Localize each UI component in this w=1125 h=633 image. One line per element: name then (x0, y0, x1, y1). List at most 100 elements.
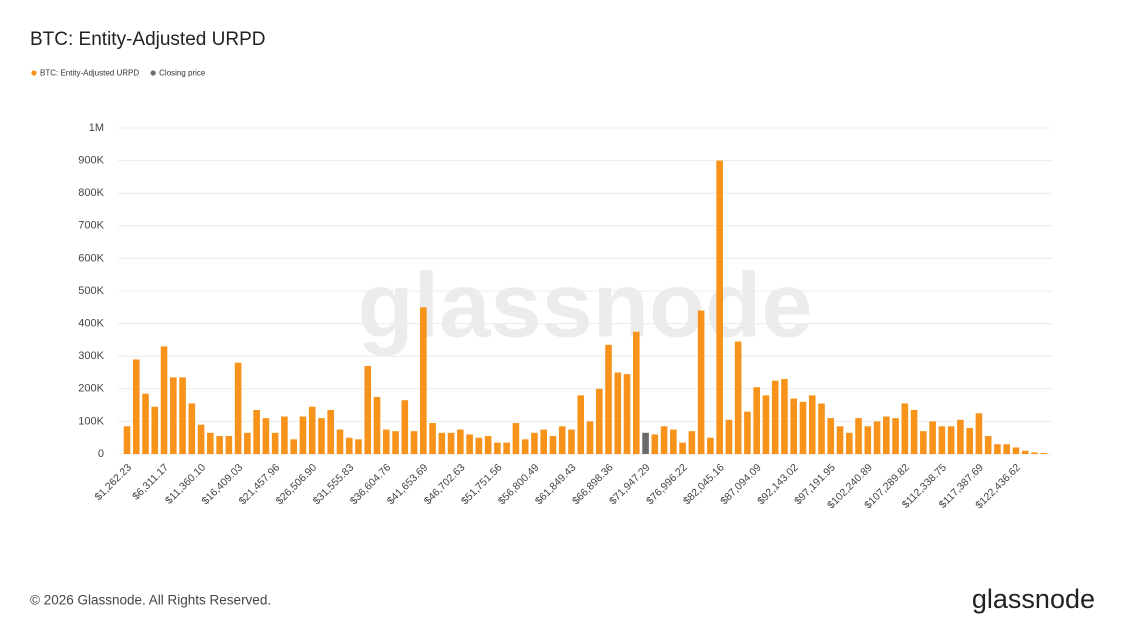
bar (188, 403, 196, 454)
bar (364, 365, 372, 454)
bar (475, 437, 483, 454)
bar (651, 434, 659, 454)
logo: glassnode (972, 584, 1095, 614)
bar (771, 380, 779, 454)
bar (540, 429, 547, 454)
legend-swatch (31, 70, 37, 76)
bar (1012, 447, 1020, 454)
bar (660, 426, 668, 454)
bar (244, 432, 251, 454)
bar (253, 409, 260, 454)
bar (521, 439, 529, 454)
bar (170, 377, 177, 454)
bar (734, 341, 742, 454)
bar (1003, 444, 1010, 454)
bar (799, 401, 807, 454)
bar (845, 432, 853, 454)
legend-label: BTC: Entity-Adjusted URPD (40, 69, 139, 78)
y-tick-label: 500K (78, 285, 104, 297)
bar (401, 400, 409, 454)
bar (790, 398, 798, 454)
bar (688, 431, 696, 454)
bar (827, 418, 835, 454)
bar (633, 331, 640, 454)
bar (762, 395, 770, 454)
y-tick-label: 200K (78, 383, 104, 395)
y-tick-label: 900K (78, 155, 104, 167)
bar (142, 393, 149, 454)
bar (577, 395, 585, 454)
bar (614, 372, 622, 454)
bar (910, 409, 918, 454)
y-tick-label: 400K (78, 318, 104, 330)
bar (697, 310, 705, 454)
bar (957, 419, 964, 454)
y-tick-label: 0 (98, 448, 104, 460)
bar (318, 418, 325, 454)
bar (234, 362, 242, 454)
bar (642, 432, 649, 454)
legend-label: Closing price (159, 69, 206, 78)
bar (290, 439, 297, 454)
bar (382, 429, 390, 454)
bar (503, 442, 510, 454)
bar (132, 359, 140, 454)
bar (355, 439, 362, 454)
bar (781, 379, 788, 454)
bar (892, 418, 899, 454)
bar (216, 436, 223, 454)
bar (901, 403, 909, 454)
bar (494, 442, 501, 454)
bar (670, 429, 677, 454)
bar (929, 421, 936, 454)
y-tick-label: 700K (78, 220, 104, 232)
x-tick-label: $1,262.23 (93, 461, 135, 503)
bar (1040, 453, 1048, 454)
bar (920, 431, 927, 454)
bar (818, 403, 825, 454)
bar (623, 374, 631, 454)
bar (744, 411, 751, 454)
bar (281, 416, 288, 454)
bar (299, 416, 307, 454)
bar (429, 423, 436, 454)
bar (605, 344, 612, 454)
bar (512, 423, 520, 454)
bar (447, 432, 455, 454)
bar (864, 426, 872, 454)
bar (558, 426, 566, 454)
bar (225, 436, 233, 454)
bar (568, 429, 575, 454)
bar (549, 436, 557, 454)
bar (420, 307, 427, 454)
bar (345, 437, 353, 454)
bar (151, 406, 159, 454)
chart-title: BTC: Entity-Adjusted URPD (30, 29, 265, 50)
y-tick-label: 300K (78, 350, 104, 362)
bar (836, 426, 844, 454)
bar (531, 432, 538, 454)
bar (975, 413, 983, 454)
bar (271, 432, 279, 454)
bar (438, 432, 446, 454)
bar (179, 377, 186, 454)
bar (197, 424, 205, 454)
bar (707, 437, 714, 454)
bar (1021, 450, 1029, 454)
bar (262, 418, 270, 454)
bar (373, 396, 381, 454)
bar (327, 409, 335, 454)
bar (1031, 452, 1038, 454)
bar (160, 346, 168, 454)
y-tick-label: 800K (78, 187, 104, 199)
bar (336, 429, 344, 454)
bar (392, 431, 399, 454)
y-tick-label: 1M (89, 122, 104, 134)
bar (725, 419, 733, 454)
bar (873, 421, 881, 454)
bar (586, 421, 594, 454)
bar (808, 395, 816, 454)
bar (883, 416, 890, 454)
y-tick-label: 100K (78, 415, 104, 427)
y-tick-label: 600K (78, 252, 104, 264)
